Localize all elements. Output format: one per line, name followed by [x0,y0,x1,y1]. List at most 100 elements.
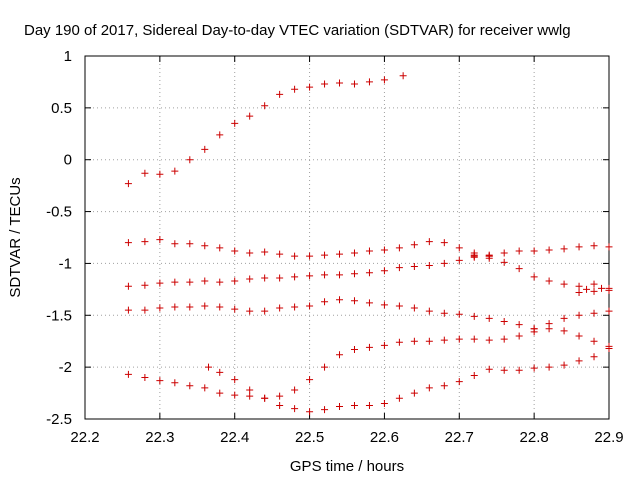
data-point [470,312,478,320]
data-point [500,318,508,326]
data-point [276,250,284,258]
data-point [575,357,583,365]
y-tick-label: -2.5 [46,411,72,428]
data-point [141,281,149,289]
data-point [515,265,523,273]
data-point [395,264,403,272]
data-point [395,394,403,402]
series-series-rising-tail [530,307,613,333]
data-point [186,240,194,248]
data-point [321,80,329,88]
data-point [350,297,358,305]
x-tick-label: 22.2 [70,429,99,446]
data-point [171,303,179,311]
series-series-low-b [205,344,613,416]
data-point [171,167,179,175]
data-point [470,371,478,379]
data-point [306,408,314,416]
data-point [470,335,478,343]
data-point [276,90,284,98]
data-point [246,275,254,283]
data-point [515,321,523,329]
data-point [201,242,209,250]
data-point [455,244,463,252]
data-point [545,325,553,333]
data-point [186,382,194,390]
data-point [246,386,254,394]
data-point [321,363,329,371]
data-point [530,247,538,255]
data-point [306,83,314,91]
data-point [186,156,194,164]
data-point [395,244,403,252]
data-point [216,278,224,286]
data-point [380,399,388,407]
data-point [171,240,179,248]
grid-lines [85,56,609,419]
data-point [590,337,598,345]
data-point [410,304,418,312]
data-point [470,251,478,259]
data-point [321,406,329,414]
data-point [560,245,568,253]
data-point [455,310,463,318]
data-point [500,335,508,343]
data-point [291,303,299,311]
data-point [291,386,299,394]
data-point [515,366,523,374]
series-rising [124,72,407,188]
data-point [590,280,598,288]
x-tick-label: 22.6 [370,429,399,446]
data-point [440,259,448,267]
data-point [575,288,583,296]
y-tick-label: 0 [64,152,72,169]
data-point [365,402,373,410]
data-point [124,239,132,247]
data-point [590,242,598,250]
y-axis-label: SDTVAR / TECUs [7,177,24,297]
data-point [485,365,493,373]
data-point [440,336,448,344]
plot-frame [84,55,610,420]
data-point [336,250,344,258]
data-point [246,307,254,315]
data-point [590,309,598,317]
data-point [141,169,149,177]
y-tick-label: 0.5 [51,100,72,117]
data-point [605,243,613,251]
series-series-minus-1.45 [124,296,538,333]
data-point [246,249,254,257]
y-tick-label: -0.5 [46,204,72,221]
data-point [156,279,164,287]
data-point [306,302,314,310]
data-point [485,254,493,262]
data-point [365,269,373,277]
data-point [399,72,407,80]
data-point [156,236,164,244]
data-point [500,366,508,374]
data-point [575,282,583,290]
data-point [306,252,314,260]
data-point [276,304,284,312]
data-point [321,298,329,306]
data-point [291,85,299,93]
data-point [590,353,598,361]
data-point [201,145,209,153]
data-point [216,368,224,376]
data-point [605,344,613,352]
data-point [124,370,132,378]
data-point [350,346,358,354]
y-tick-label: -2 [59,359,72,376]
data-point [171,278,179,286]
data-point [575,332,583,340]
data-point [350,249,358,257]
data-point [276,402,284,410]
data-point [455,335,463,343]
data-point [530,364,538,372]
data-point [410,389,418,397]
data-point [186,278,194,286]
data-point [380,341,388,349]
data-point [231,376,239,384]
data-point [590,287,598,295]
data-point [141,238,149,246]
